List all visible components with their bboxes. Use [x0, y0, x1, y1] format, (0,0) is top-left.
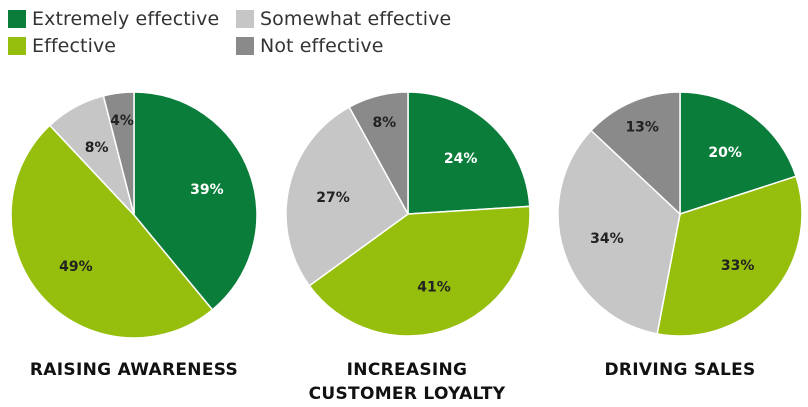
legend-swatch-extremely-effective: [8, 10, 26, 28]
pie-slice-not-effective: [102, 91, 135, 216]
slice-label-extremely-effective: 20%: [708, 145, 742, 161]
chart-title-raising-awareness: RAISING AWARENESS: [29, 360, 239, 380]
pie-slice-extremely-effective: [133, 91, 258, 311]
pie-slice-somewhat-effective: [285, 106, 409, 287]
pie-slice-somewhat-effective: [557, 129, 681, 335]
legend-label: Somewhat effective: [260, 8, 452, 30]
pie-slice-effective: [656, 175, 803, 337]
slice-label-somewhat-effective: 27%: [316, 190, 350, 206]
pie-slice-extremely-effective: [407, 91, 531, 215]
pie-slice-effective: [308, 205, 531, 337]
legend-swatch-somewhat-effective: [236, 10, 254, 28]
chart-title-driving-sales: DRIVING SALES: [604, 360, 756, 380]
legend-swatch-not-effective: [236, 37, 254, 55]
legend-label: Not effective: [260, 35, 384, 57]
pie-slice-not-effective: [590, 91, 681, 216]
legend-item-extremely-effective: Extremely effective: [8, 8, 219, 30]
legend-item-not-effective: Not effective: [236, 35, 384, 57]
pie-slice-not-effective: [348, 91, 409, 215]
legend-item-somewhat-effective: Somewhat effective: [236, 8, 451, 30]
pie-slice-effective: [10, 124, 214, 339]
pie-2: 20% 33% 34% 13%: [557, 91, 803, 337]
slice-label-not-effective: 13%: [625, 120, 659, 136]
slice-label-somewhat-effective: 34%: [590, 231, 624, 247]
slice-label-not-effective: 4%: [110, 113, 134, 129]
legend-label: Extremely effective: [32, 8, 220, 30]
legend-item-effective: Effective: [8, 35, 116, 57]
slice-label-effective: 49%: [59, 259, 93, 275]
legend-label: Effective: [32, 35, 117, 57]
chart-title-customer-loyalty: INCREASING CUSTOMER LOYALTY: [308, 360, 506, 404]
slice-label-effective: 33%: [721, 258, 755, 274]
pie-0: 39% 49% 8%4%: [10, 91, 258, 339]
slice-label-extremely-effective: 39%: [190, 182, 224, 198]
slice-label-extremely-effective: 24%: [444, 151, 478, 167]
slice-label-somewhat-effective: 8%: [85, 140, 109, 156]
pie-1: 24% 41% 27% 8%: [285, 91, 531, 337]
legend-swatch-effective: [8, 37, 26, 55]
slice-label-effective: 41%: [417, 279, 451, 295]
slice-label-not-effective: 8%: [372, 115, 396, 131]
pie-slice-extremely-effective: [679, 91, 797, 216]
legend: Extremely effective Effective Somewhat e…: [0, 0, 520, 60]
